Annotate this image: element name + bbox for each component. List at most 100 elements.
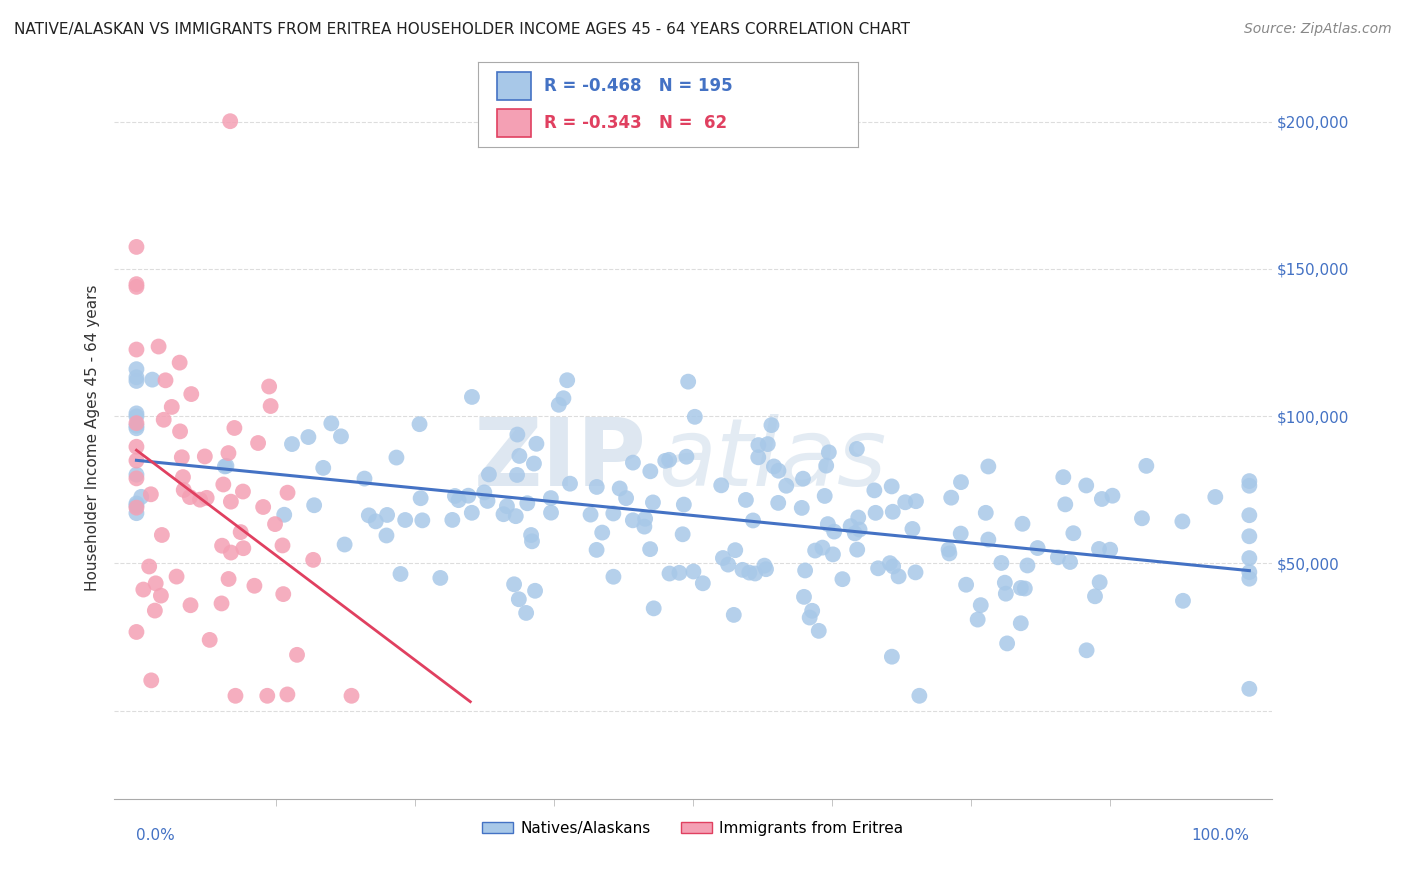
Point [815, 458, 838, 473]
Point [1088, 575, 1111, 590]
Point [212, 477, 235, 491]
Point [364, 514, 387, 528]
Point [1011, 516, 1033, 531]
Point [817, 445, 839, 459]
Point [232, 541, 254, 556]
Point [602, 507, 624, 521]
Point [496, 500, 519, 514]
Point [173, 483, 195, 497]
Point [654, 454, 676, 468]
Point [1026, 541, 1049, 555]
Point [823, 524, 845, 539]
Point [634, 512, 657, 526]
Point [125, 343, 148, 357]
Point [621, 456, 644, 470]
Point [908, 689, 931, 703]
Point [1135, 458, 1157, 473]
Point [273, 508, 295, 522]
Point [217, 446, 239, 460]
Point [845, 442, 868, 456]
Point [658, 452, 681, 467]
Bar [498, 109, 531, 137]
Point [1171, 515, 1194, 529]
Point [904, 566, 927, 580]
Point [814, 489, 837, 503]
Point [155, 373, 177, 387]
Point [995, 636, 1018, 650]
Point [731, 563, 754, 577]
Point [994, 587, 1017, 601]
Point [143, 604, 166, 618]
Point [219, 114, 242, 128]
Point [515, 606, 537, 620]
Point [302, 553, 325, 567]
Point [602, 570, 624, 584]
Text: R = -0.343   N =  62: R = -0.343 N = 62 [544, 114, 727, 132]
Point [683, 409, 706, 424]
Point [125, 277, 148, 292]
Point [977, 533, 1000, 547]
Point [585, 542, 607, 557]
Point [252, 500, 274, 514]
Point [523, 457, 546, 471]
Point [526, 436, 548, 450]
Point [941, 491, 963, 505]
Point [219, 494, 242, 508]
Point [754, 558, 776, 573]
Point [302, 498, 325, 512]
Point [385, 450, 408, 465]
Point [846, 510, 869, 524]
Text: NATIVE/ALASKAN VS IMMIGRANTS FROM ERITREA HOUSEHOLDER INCOME AGES 45 - 64 YEARS : NATIVE/ALASKAN VS IMMIGRANTS FROM ERITRE… [14, 22, 910, 37]
Point [865, 506, 887, 520]
Point [558, 476, 581, 491]
Point [880, 649, 903, 664]
Point [132, 582, 155, 597]
Text: 100.0%: 100.0% [1191, 828, 1250, 843]
Point [755, 562, 778, 576]
Point [540, 506, 562, 520]
Point [724, 543, 747, 558]
Point [125, 418, 148, 433]
Point [621, 513, 644, 527]
Point [224, 421, 246, 435]
Point [229, 525, 252, 540]
Point [775, 479, 797, 493]
Point [125, 440, 148, 454]
Point [408, 417, 430, 432]
Point [188, 492, 211, 507]
Point [353, 472, 375, 486]
Point [949, 526, 972, 541]
Point [247, 436, 270, 450]
Point [141, 373, 163, 387]
Point [389, 566, 412, 581]
Point [129, 490, 152, 504]
Point [429, 571, 451, 585]
Point [477, 494, 499, 508]
Point [125, 416, 148, 430]
Point [257, 379, 280, 393]
Point [330, 429, 353, 443]
Text: atlas: atlas [658, 414, 886, 505]
Point [643, 601, 665, 615]
Point [169, 425, 191, 439]
Point [609, 482, 631, 496]
Point [516, 496, 538, 510]
Point [444, 489, 467, 503]
Point [901, 522, 924, 536]
Point [340, 689, 363, 703]
Point [125, 496, 148, 510]
Point [138, 559, 160, 574]
Point [160, 400, 183, 414]
Point [811, 541, 834, 555]
Point [277, 485, 299, 500]
Point [194, 450, 217, 464]
Point [125, 362, 148, 376]
Point [658, 566, 681, 581]
Point [804, 543, 827, 558]
Point [675, 450, 697, 464]
Point [1239, 565, 1261, 579]
Point [492, 507, 515, 521]
Point [170, 450, 193, 465]
Point [264, 517, 287, 532]
Point [1059, 555, 1081, 569]
